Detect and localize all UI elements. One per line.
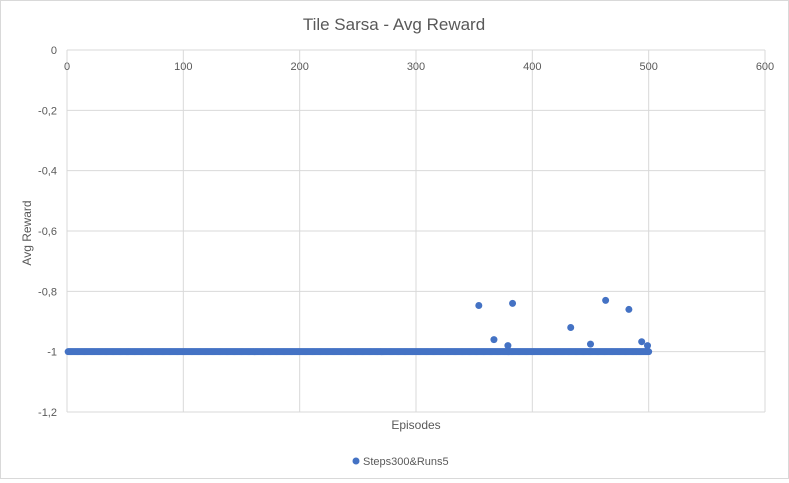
x-tick-label: 0: [64, 61, 70, 73]
x-axis-title: Episodes: [391, 418, 440, 432]
y-tick-label: -0,6: [38, 226, 57, 238]
legend-marker: [352, 457, 360, 465]
chart-title: Tile Sarsa - Avg Reward: [303, 15, 485, 34]
y-tick-label: -1: [47, 347, 57, 359]
data-point: [602, 296, 610, 304]
data-point: [509, 299, 517, 307]
y-tick-label: -0,8: [38, 286, 57, 298]
y-tick-label: -0,2: [38, 105, 57, 117]
y-tick-label: -1,2: [38, 407, 57, 419]
series-points: [64, 296, 653, 356]
data-point: [638, 338, 646, 346]
x-tick-label: 600: [756, 61, 774, 73]
x-tick-label: 400: [523, 61, 541, 73]
x-tick-label: 500: [639, 61, 657, 73]
data-point: [587, 340, 594, 348]
data-point: [490, 336, 498, 344]
legend: Steps300&Runs5: [352, 456, 449, 468]
data-point: [504, 342, 512, 350]
data-point: [625, 305, 633, 313]
y-axis-tick-labels: 0 -0,2 -0,4 -0,6 -0,8 -1 -1,2: [38, 45, 57, 419]
data-point: [644, 342, 652, 350]
y-axis-title: Avg Reward: [20, 200, 34, 265]
x-axis-tick-labels: 0 100 200 300 400 500 600: [64, 61, 774, 73]
y-tick-label: -0,4: [38, 166, 57, 178]
y-tick-label: 0: [51, 45, 57, 57]
x-tick-label: 100: [174, 61, 192, 73]
x-tick-label: 200: [290, 61, 308, 73]
x-tick-label: 300: [407, 61, 425, 73]
legend-label: Steps300&Runs5: [363, 456, 449, 468]
data-point: [567, 324, 575, 332]
data-point: [645, 348, 653, 356]
data-point: [475, 302, 483, 310]
